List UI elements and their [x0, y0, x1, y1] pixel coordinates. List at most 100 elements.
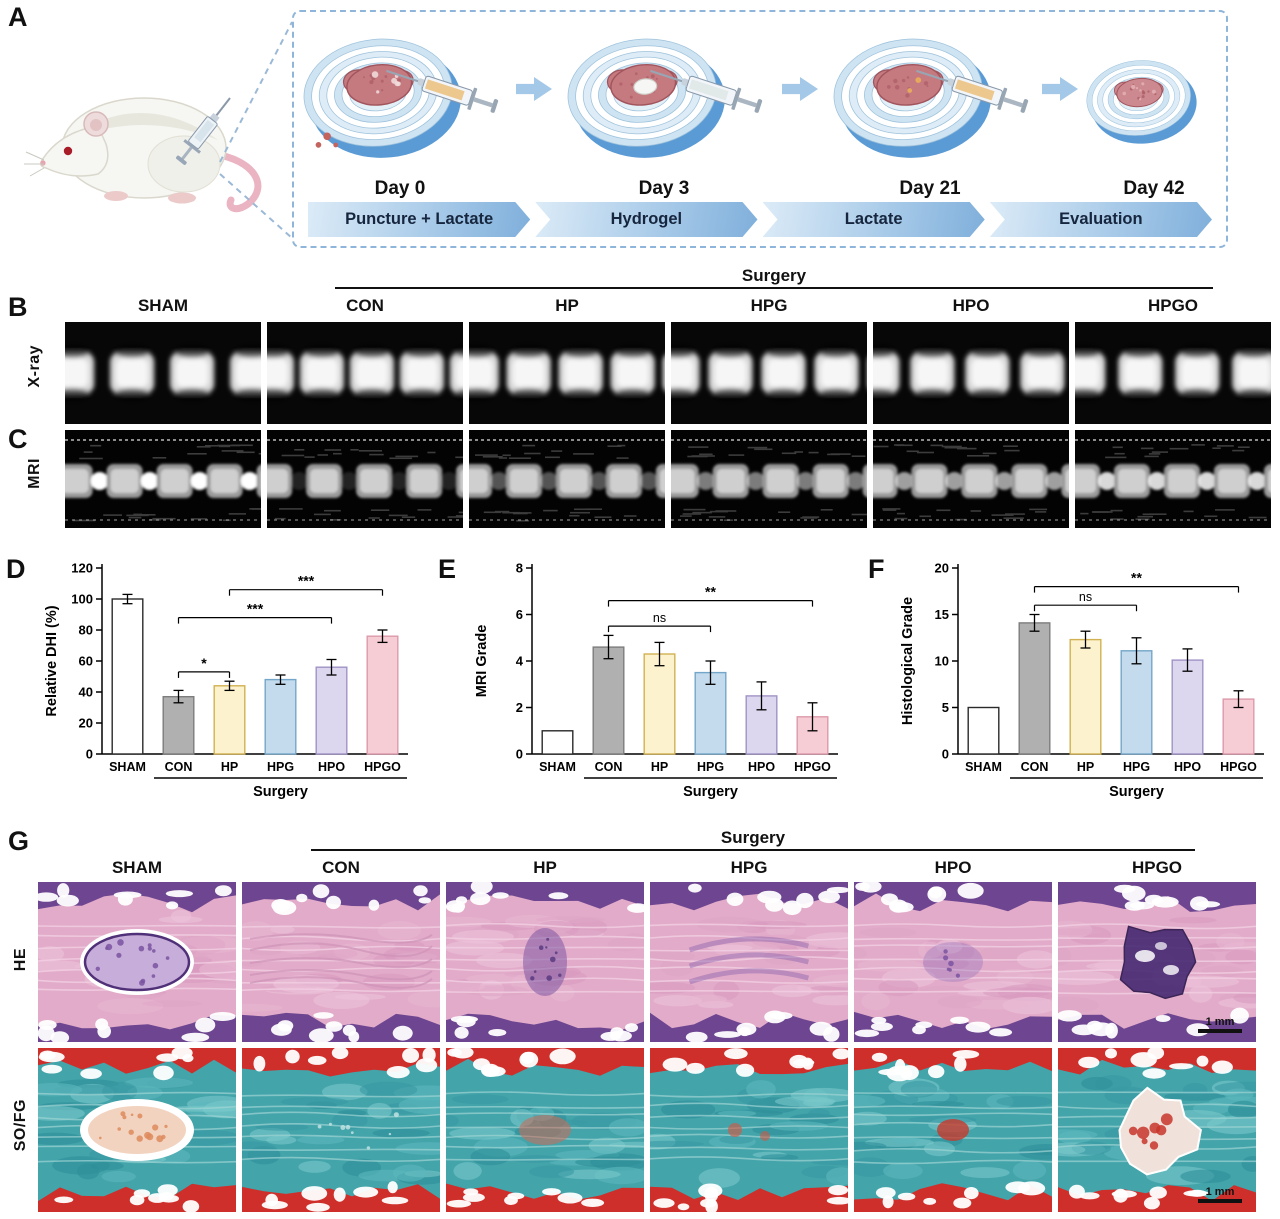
xray-image-hpg: [671, 322, 867, 424]
surgery-label: Surgery: [741, 266, 807, 285]
svg-text:HPO: HPO: [1174, 760, 1201, 774]
svg-text:ns: ns: [1079, 590, 1092, 604]
svg-text:40: 40: [79, 685, 93, 700]
rat-illustration: [22, 46, 270, 239]
sofg-image-hpo: [854, 1048, 1052, 1212]
sofg-image-sham: [38, 1048, 236, 1212]
surgery-label: Surgery: [720, 828, 786, 847]
disc-illustration-day-3: [564, 24, 764, 172]
surgery-line: [335, 287, 1213, 289]
timeline-box: Puncture + Lactate Hydrogel Lactate Evaluat…: [292, 10, 1228, 248]
syringe-icon: [176, 97, 231, 165]
column-label-con: CON: [346, 296, 384, 315]
svg-text:0: 0: [516, 747, 523, 762]
svg-text:100: 100: [71, 592, 93, 607]
row-label-mri: MRI: [26, 458, 43, 489]
svg-text:**: **: [705, 584, 716, 600]
mri-image-sham: [65, 430, 261, 528]
chart-relative-dhi: 0 20 40 60 80 100 120 SHAM CON HP HPG HPO HPGO Surger…: [42, 552, 418, 820]
chart-histological-grade: 0 5 10 15 20 SHAM CON HP HPG HPO HPGO Surgery Histol…: [898, 552, 1274, 820]
row-label-xray: X-ray: [26, 345, 43, 388]
mri-image-hpo: [873, 430, 1069, 528]
svg-text:4: 4: [516, 654, 524, 669]
svg-text:20: 20: [79, 716, 93, 731]
row-label-sofg: SO/FG: [12, 1099, 29, 1152]
svg-text:80: 80: [79, 623, 93, 638]
panel-c-label: C: [8, 424, 28, 454]
svg-text:HPG: HPG: [267, 760, 294, 774]
svg-text:***: ***: [298, 573, 315, 589]
disc-illustration-day-21: [830, 24, 1030, 172]
rat-head: [39, 125, 109, 177]
column-label-hpgo: HPGO: [1147, 296, 1199, 315]
svg-text:Relative DHI (%): Relative DHI (%): [44, 605, 60, 716]
column-label-hp: HP: [555, 296, 579, 315]
he-image-sham: [38, 882, 236, 1042]
he-image-con: [242, 882, 440, 1042]
svg-text:1 mm: 1 mm: [1206, 1186, 1235, 1198]
column-label-hp: HP: [533, 858, 557, 877]
disc-illustration-day-0: [300, 24, 500, 172]
column-label-sham: SHAM: [137, 296, 189, 315]
rat-hind-foot: [168, 192, 196, 204]
sofg-image-hp: [446, 1048, 644, 1212]
timeline-banner-step: Lactate: [763, 202, 985, 237]
xray-image-hpgo: [1075, 322, 1271, 424]
mri-image-con: [267, 430, 463, 528]
day-label: Day 3: [638, 178, 690, 199]
he-image-hpg: [650, 882, 848, 1042]
rat-whiskers: [24, 151, 45, 177]
svg-text:*: *: [201, 655, 207, 671]
rat-nose: [40, 160, 46, 166]
svg-text:0: 0: [86, 747, 93, 762]
svg-text:HP: HP: [651, 760, 668, 774]
surgery-header-b: Surgery: [335, 266, 1213, 289]
svg-text:HPGO: HPGO: [1220, 760, 1257, 774]
flow-arrow-icon: [1042, 77, 1078, 101]
svg-text:***: ***: [247, 601, 264, 617]
svg-text:2: 2: [516, 700, 523, 715]
svg-text:8: 8: [516, 561, 523, 576]
svg-text:SHAM: SHAM: [539, 760, 576, 774]
timeline-banner-step: Hydrogel: [535, 202, 757, 237]
day-label: Day 42: [1123, 178, 1185, 199]
sofg-image-hpg: [650, 1048, 848, 1212]
rat-tail: [210, 150, 262, 213]
row-label-he: HE: [12, 948, 29, 972]
svg-text:Surgery: Surgery: [1109, 784, 1164, 800]
svg-text:HP: HP: [221, 760, 238, 774]
svg-text:HPO: HPO: [318, 760, 345, 774]
flow-arrow-icon: [782, 77, 818, 101]
svg-text:0: 0: [942, 747, 949, 762]
chart-mri-grade: 0 2 4 6 8 SHAM CON HP HPG HPO HPGO Surgery MRI Grade…: [472, 552, 848, 820]
column-label-hpo: HPO: [952, 296, 990, 315]
xray-image-hpo: [873, 322, 1069, 424]
svg-text:120: 120: [71, 561, 93, 576]
surgery-header-g: Surgery: [311, 828, 1195, 851]
sofg-image-con: [242, 1048, 440, 1212]
banner-row: Puncture + Lactate Hydrogel Lactate Evaluat…: [308, 202, 1212, 237]
svg-text:5: 5: [942, 700, 949, 715]
rat-eye: [63, 146, 73, 156]
column-label-con: CON: [322, 858, 360, 877]
timeline-banner-step: Evaluation: [990, 202, 1212, 237]
svg-text:HPGO: HPGO: [364, 760, 401, 774]
column-label-sham: SHAM: [111, 858, 163, 877]
xray-image-sham: [65, 322, 261, 424]
xray-image-hp: [469, 322, 665, 424]
svg-text:Histological Grade: Histological Grade: [900, 597, 916, 725]
svg-text:HPGO: HPGO: [794, 760, 831, 774]
svg-text:HPG: HPG: [1123, 760, 1150, 774]
flow-arrow-icon: [516, 77, 552, 101]
column-label-hpg: HPG: [730, 858, 768, 877]
panel-f-label: F: [868, 554, 885, 584]
svg-text:ns: ns: [653, 611, 666, 625]
svg-text:SHAM: SHAM: [965, 760, 1002, 774]
svg-text:60: 60: [79, 654, 93, 669]
svg-text:Surgery: Surgery: [253, 784, 308, 800]
day-label: Day 0: [374, 178, 426, 199]
callout-dashed-lines: [219, 21, 293, 239]
mri-image-hp: [469, 430, 665, 528]
he-image-hp: [446, 882, 644, 1042]
svg-text:HPG: HPG: [697, 760, 724, 774]
